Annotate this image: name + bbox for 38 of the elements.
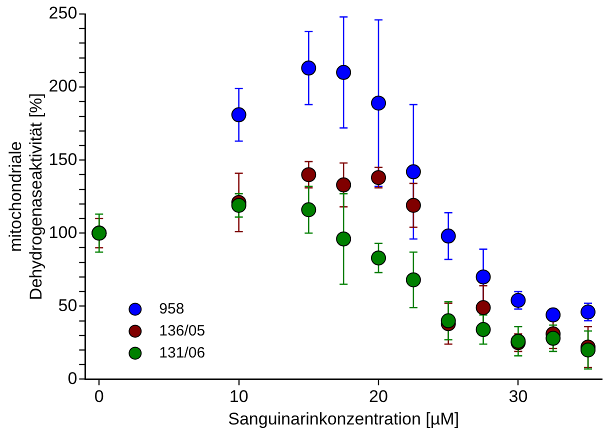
legend-label: 136/05	[159, 322, 206, 340]
x-tick-label: 20	[369, 387, 388, 406]
point	[301, 60, 316, 76]
point	[231, 198, 246, 213]
point	[371, 96, 386, 111]
point	[336, 64, 352, 80]
point	[546, 330, 561, 346]
point	[476, 300, 491, 316]
point	[301, 167, 316, 182]
point	[406, 272, 421, 288]
y-tick-label: 50	[58, 296, 78, 315]
point	[546, 307, 561, 322]
legend-label: 131/06	[159, 344, 206, 362]
x-tick-label: 30	[508, 387, 528, 406]
y-tick-label: 100	[48, 222, 78, 242]
y-tick-label: 250	[48, 4, 78, 23]
point	[406, 164, 421, 180]
point	[580, 304, 596, 320]
point	[440, 313, 456, 328]
y-tick-label: 0	[68, 368, 78, 388]
point	[510, 292, 526, 308]
y-tick-label: 150	[48, 150, 78, 169]
legend-label: 958	[159, 300, 184, 318]
point	[301, 202, 316, 218]
point	[440, 228, 456, 244]
x-tick-label: 10	[229, 387, 248, 406]
x-tick-label: 0	[94, 387, 104, 406]
point	[476, 269, 491, 284]
x-axis-title: Sanguinarinkonzentration [µM]	[228, 409, 460, 428]
point	[336, 231, 352, 246]
point	[336, 177, 352, 192]
point	[231, 107, 246, 122]
point	[476, 322, 491, 338]
y-axis-title: mitochondriale Dehydrogenaseaktivität [%]	[6, 93, 46, 300]
point	[371, 170, 386, 186]
y-tick-label: 200	[48, 76, 78, 96]
point	[371, 250, 386, 266]
point	[406, 198, 421, 213]
